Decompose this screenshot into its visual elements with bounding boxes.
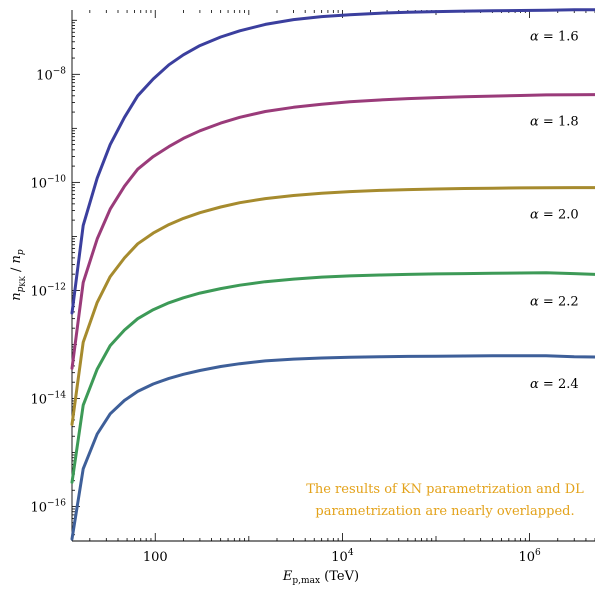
y-tick-label: 10−12 <box>30 282 66 299</box>
series-label-2: α = 2.0 <box>530 208 579 223</box>
x-tick-label: 106 <box>518 548 541 565</box>
series-label-3: α = 2.2 <box>530 294 579 309</box>
x-tick-label: 100 <box>143 550 168 565</box>
x-axis-title-main: E <box>282 569 293 584</box>
y-axis-title: npKK / np <box>9 249 27 301</box>
y-tick-label: 10−10 <box>30 174 66 191</box>
y-tick-label: 10−14 <box>30 390 66 407</box>
series-lines <box>70 8 595 541</box>
series-line-3 <box>70 271 595 484</box>
x-axis-title: Ep,max (TeV) <box>282 569 359 586</box>
series-label-0: α = 1.6 <box>530 30 579 45</box>
series-line-0 <box>70 8 595 315</box>
x-axis-title-unit: (TeV) <box>320 569 359 584</box>
y-axis-title-sub2: KK <box>19 275 27 286</box>
y-axis-title-tail: n <box>9 255 24 263</box>
y-axis-title-main: n <box>9 292 24 300</box>
x-axis-title-sub: p,max <box>292 576 320 586</box>
y-tick-label: 10−16 <box>30 499 66 516</box>
note-line-2: parametrization are nearly overlapped. <box>315 504 574 519</box>
series-label-4: α = 2.4 <box>530 377 579 392</box>
series-line-1 <box>70 93 595 370</box>
y-axis-title-tail-sub: p <box>16 249 26 255</box>
series-line-2 <box>70 186 595 426</box>
y-tick-label: 10−8 <box>36 66 66 83</box>
series-labels: α = 1.6 α = 1.8 α = 2.0 α = 2.2 α = 2.4 <box>530 30 579 392</box>
tick-labels: 100 104 106 10−8 10−10 10−12 10−14 10−16 <box>30 66 541 565</box>
note-line-1: The results of KN parametrization and DL <box>306 482 584 497</box>
series-line-4 <box>70 354 595 541</box>
series-label-1: α = 1.8 <box>530 115 579 130</box>
y-axis-title-sep: / <box>9 263 24 276</box>
y-axis-title-sub1: p <box>16 286 26 292</box>
x-tick-label: 104 <box>331 548 354 565</box>
